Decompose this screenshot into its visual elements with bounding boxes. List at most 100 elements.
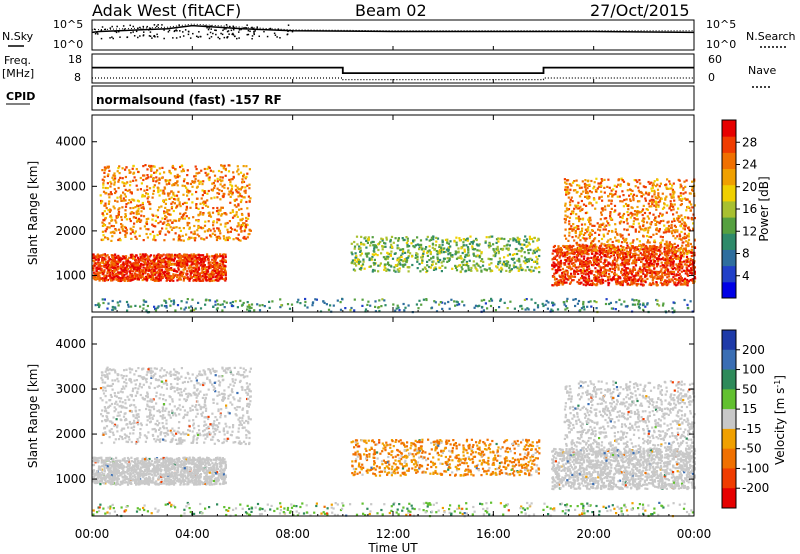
data-cell [170, 228, 174, 231]
nsky-dot [187, 30, 190, 33]
data-cell [636, 248, 639, 251]
data-cell [630, 192, 633, 196]
data-cell [150, 174, 153, 177]
nsky-dot [206, 33, 209, 36]
data-cell [383, 241, 386, 245]
data-cell [556, 252, 559, 255]
data-cell [559, 259, 562, 262]
data-cell [632, 275, 635, 278]
data-cell [207, 278, 210, 282]
data-cell [646, 231, 649, 234]
data-cell [397, 247, 400, 250]
data-cell [198, 272, 201, 275]
data-cell [366, 241, 369, 244]
data-cell [197, 179, 200, 182]
data-cell [629, 270, 632, 273]
data-cell [484, 241, 487, 244]
data-cell [167, 265, 170, 268]
data-cell [202, 274, 206, 277]
data-cell [219, 253, 222, 256]
data-cell [638, 179, 641, 182]
data-cell [432, 256, 435, 259]
data-cell [151, 262, 154, 265]
data-cell [571, 200, 574, 203]
data-cell [666, 276, 669, 279]
data-cell [229, 226, 232, 229]
data-cell [592, 262, 595, 266]
data-cell [601, 266, 604, 269]
data-cell [100, 269, 104, 272]
nsky-dot [133, 35, 136, 37]
data-cell [203, 257, 206, 260]
cpid-panel [91, 85, 695, 111]
data-cell [209, 215, 213, 218]
data-cell [202, 200, 205, 203]
data-cell [361, 263, 365, 266]
data-cell [110, 182, 113, 185]
data-cell [92, 253, 95, 256]
data-cell [662, 258, 665, 261]
data-cell [213, 265, 217, 268]
data-cell [105, 267, 108, 270]
nsky-dot [182, 31, 184, 33]
data-cell [103, 204, 106, 207]
data-cell [112, 263, 115, 267]
data-cell [379, 262, 382, 265]
data-cell [173, 202, 176, 205]
data-cell [557, 245, 560, 248]
data-cell [683, 228, 686, 231]
data-cell [625, 273, 628, 276]
data-cell [616, 263, 619, 266]
data-cell [426, 254, 429, 257]
data-cell [470, 269, 473, 272]
data-cell [126, 189, 129, 192]
data-cell [169, 279, 172, 282]
data-cell [609, 278, 613, 281]
data-cell [104, 216, 107, 220]
data-cell [610, 270, 613, 274]
data-cell [683, 237, 686, 240]
data-cell [470, 266, 473, 270]
data-cell [377, 270, 380, 273]
data-cell [586, 258, 589, 261]
data-cell [195, 274, 198, 277]
data-cell [200, 180, 203, 183]
data-cell [635, 279, 638, 282]
data-cell [113, 188, 116, 191]
data-cell [373, 258, 376, 261]
data-cell [467, 267, 470, 270]
data-cell [132, 206, 135, 210]
data-cell [195, 190, 198, 194]
data-cell [207, 270, 210, 273]
data-cell [146, 257, 150, 260]
data-cell [503, 245, 506, 248]
data-cell [174, 182, 177, 185]
data-cell [167, 212, 170, 215]
data-cell [181, 275, 184, 278]
data-cell [680, 254, 683, 257]
nsky-dot [286, 33, 289, 35]
data-cell [132, 257, 136, 260]
data-cell [195, 254, 198, 257]
data-cell [636, 246, 639, 249]
data-cell [158, 256, 162, 259]
data-cell [236, 225, 239, 228]
data-cell [186, 182, 189, 185]
data-cell [121, 206, 124, 209]
data-cell [394, 264, 397, 267]
data-cell [421, 268, 424, 271]
data-cell [622, 194, 625, 197]
data-cell [93, 260, 96, 263]
data-cell [664, 259, 667, 262]
data-cell [198, 182, 201, 185]
data-cell [686, 269, 689, 272]
data-cell [506, 262, 509, 266]
nsky-dot [129, 24, 131, 27]
data-cell [664, 273, 667, 277]
data-cell [465, 264, 468, 267]
data-cell [135, 210, 138, 213]
data-cell [218, 255, 221, 258]
data-cell [645, 257, 648, 260]
data-cell [611, 251, 615, 254]
data-cell [378, 264, 381, 267]
